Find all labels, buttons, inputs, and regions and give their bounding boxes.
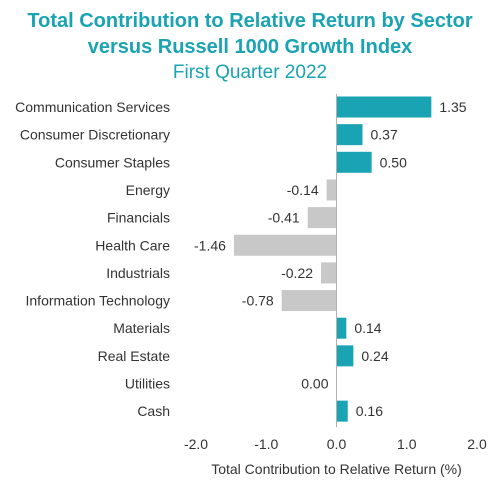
x-axis-label: Total Contribution to Relative Return (%… <box>211 461 462 477</box>
data-label: 1.35 <box>439 99 466 115</box>
x-tick-label: 0.0 <box>327 436 347 452</box>
data-label: 0.37 <box>370 127 397 143</box>
bar <box>233 234 337 256</box>
data-label: -1.46 <box>194 237 226 253</box>
category-label: Cash <box>137 403 170 419</box>
x-tick-label: -1.0 <box>254 436 278 452</box>
bar <box>336 345 354 367</box>
bar <box>326 179 337 201</box>
chart-title-line-2: versus Russell 1000 Growth Index <box>87 36 413 58</box>
category-label: Utilities <box>125 376 170 392</box>
bar <box>336 317 347 339</box>
data-label: 0.24 <box>361 348 388 364</box>
bar <box>321 262 337 284</box>
data-label: 0.50 <box>380 154 407 170</box>
x-tick-label: 2.0 <box>467 436 487 452</box>
category-label: Consumer Staples <box>55 154 170 170</box>
category-label: Energy <box>126 182 170 198</box>
bar <box>281 290 337 312</box>
chart-subtitle: First Quarter 2022 <box>172 62 328 83</box>
data-label: -0.41 <box>268 210 300 226</box>
data-label: 0.16 <box>356 403 383 419</box>
category-label: Industrials <box>106 265 170 281</box>
category-label: Financials <box>107 210 170 226</box>
category-label: Health Care <box>95 237 170 253</box>
data-label: -0.78 <box>242 293 274 309</box>
data-label: 0.00 <box>301 376 328 392</box>
bar <box>336 151 372 173</box>
category-label: Information Technology <box>26 293 171 309</box>
bar <box>336 96 432 118</box>
chart-title: Total Contribution to Relative Return by… <box>27 10 473 32</box>
bar <box>336 124 363 146</box>
category-label: Real Estate <box>98 348 171 364</box>
data-label: -0.14 <box>287 182 319 198</box>
bar <box>307 207 337 229</box>
data-label: -0.22 <box>281 265 313 281</box>
x-tick-label: 1.0 <box>397 436 417 452</box>
category-label: Communication Services <box>15 99 170 115</box>
category-label: Materials <box>113 320 170 336</box>
category-label: Consumer Discretionary <box>20 127 170 143</box>
bar <box>336 400 348 422</box>
data-label: 0.14 <box>354 320 381 336</box>
x-tick-label: -2.0 <box>184 436 208 452</box>
